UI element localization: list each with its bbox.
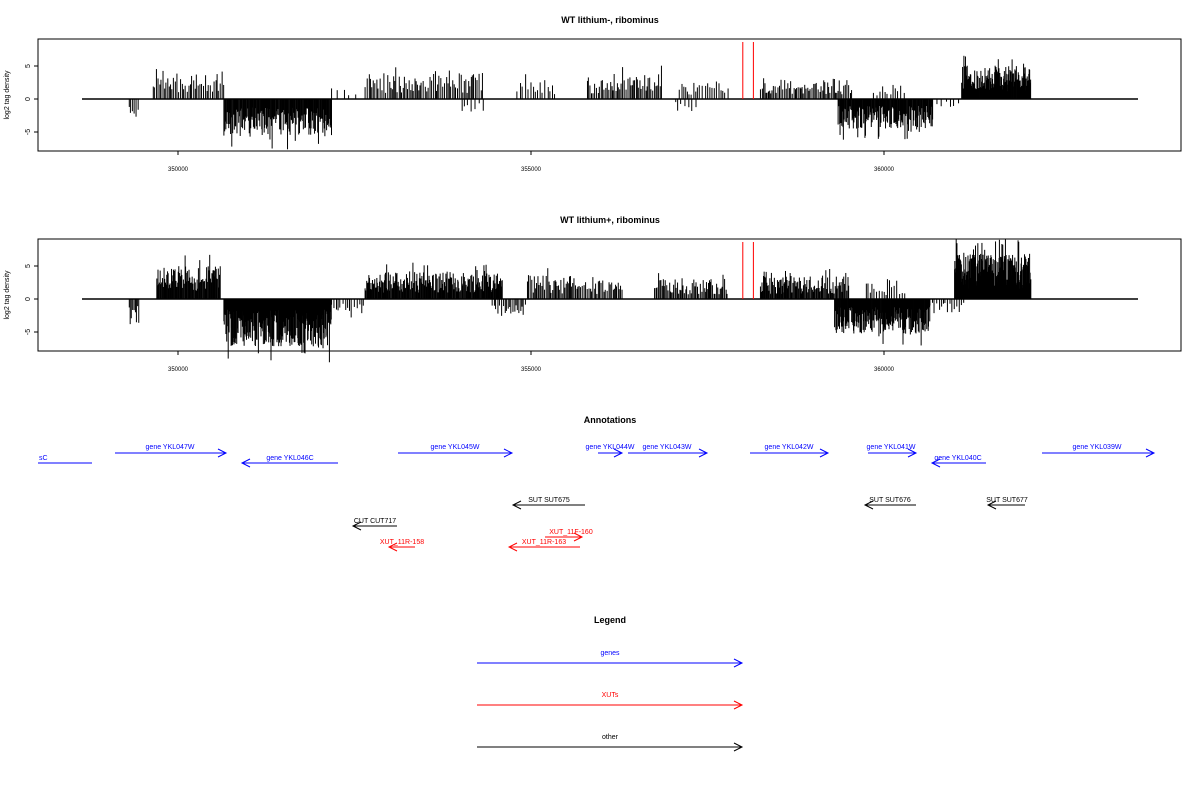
annotation-label: sC (39, 455, 48, 462)
x-axis: 350000 355000 360000 (168, 351, 895, 373)
marker-lines (742, 242, 754, 299)
x-tick-label: 350000 (168, 167, 189, 173)
legend-item: genes (477, 650, 744, 668)
y-axis: -5 0 5 (25, 64, 39, 135)
annotation-features: sC gene YKL047W gene YKL046C gene YKL045W ge… (38, 444, 1156, 552)
signal-bars (128, 55, 1032, 150)
annotation-feature: gene YKL041W (867, 444, 918, 458)
annotation-feature: XUT_11R-163 (507, 539, 580, 552)
signal-bars (128, 239, 1032, 363)
y-axis-label: log2 tag density (4, 70, 11, 120)
annotation-feature: gene YKL039W (1042, 444, 1156, 458)
annotation-label: gene YKL040C (934, 455, 981, 462)
annotation-label: gene YKL041W (867, 444, 916, 451)
annotation-feature: gene YKL044W (586, 444, 635, 458)
legend-title: Legend (594, 615, 626, 625)
x-tick-label: 360000 (874, 367, 895, 373)
marker-lines (742, 42, 754, 99)
legend-item: other (477, 734, 744, 752)
track-wt-lithium-plus: WT lithium+, ribominus log2 tag density … (4, 215, 1182, 373)
x-axis: 350000 355000 360000 (168, 151, 895, 173)
y-tick-label: 5 (25, 64, 32, 68)
annotation-feature: gene YKL042W (750, 444, 830, 458)
annotation-label: gene YKL044W (586, 444, 635, 451)
annotation-feature: CUT CUT717 (351, 518, 397, 531)
y-tick-label: -5 (25, 329, 32, 335)
annotation-label: SUT SUT677 (986, 497, 1028, 504)
legend-label: genes (600, 650, 620, 657)
annotation-feature: SUT SUT675 (511, 497, 585, 510)
legend-item: XUTs (477, 692, 744, 710)
annotation-label: gene YKL047W (146, 444, 195, 451)
annotation-feature: gene YKL047W (115, 444, 228, 458)
annotation-label: gene YKL046C (266, 455, 313, 462)
legend-label: XUTs (602, 692, 619, 699)
y-tick-label: 0 (25, 297, 32, 301)
x-tick-label: 360000 (874, 167, 895, 173)
annotation-feature: SUT SUT676 (863, 497, 916, 510)
annotation-label: CUT CUT717 (354, 518, 396, 525)
track-wt-lithium-minus: WT lithium-, ribominus log2 tag density … (4, 15, 1182, 173)
annotation-feature: XUT_11R-158 (380, 539, 424, 552)
legend-label: other (602, 734, 619, 741)
annotation-label: XUT_11F-160 (549, 529, 593, 536)
legend-items: genes XUTs other (477, 650, 744, 752)
y-tick-label: 5 (25, 264, 32, 268)
annotation-feature: gene YKL043W (628, 444, 709, 458)
annotation-feature: gene YKL040C (930, 455, 986, 468)
y-axis-label: log2 tag density (4, 270, 11, 320)
annotation-feature: SUT SUT677 (986, 497, 1028, 510)
annotation-label: gene YKL045W (431, 444, 480, 451)
track-title: WT lithium-, ribominus (561, 15, 659, 25)
y-axis: -5 0 5 (25, 264, 39, 335)
annotation-label: XUT_11R-158 (380, 539, 424, 546)
annotation-label: gene YKL039W (1073, 444, 1122, 451)
x-tick-label: 355000 (521, 367, 542, 373)
annotation-label: SUT SUT675 (528, 497, 570, 504)
annotations-title: Annotations (584, 415, 637, 425)
annotation-feature: XUT_11F-160 (545, 529, 593, 542)
annotation-feature: gene YKL046C (240, 455, 338, 468)
annotation-feature: sC (38, 455, 92, 464)
y-tick-label: -5 (25, 129, 32, 135)
annotation-label: XUT_11R-163 (522, 539, 566, 546)
x-tick-label: 350000 (168, 367, 189, 373)
y-tick-label: 0 (25, 97, 32, 101)
legend-panel: Legend genes XUTs other (477, 615, 744, 752)
annotation-label: gene YKL042W (765, 444, 814, 451)
track-title: WT lithium+, ribominus (560, 215, 660, 225)
x-tick-label: 355000 (521, 167, 542, 173)
annotation-label: gene YKL043W (643, 444, 692, 451)
annotations-panel: Annotations sC gene YKL047W gene YKL046C ge… (38, 415, 1156, 552)
annotation-feature: gene YKL045W (398, 444, 514, 458)
annotation-label: SUT SUT676 (869, 497, 911, 504)
